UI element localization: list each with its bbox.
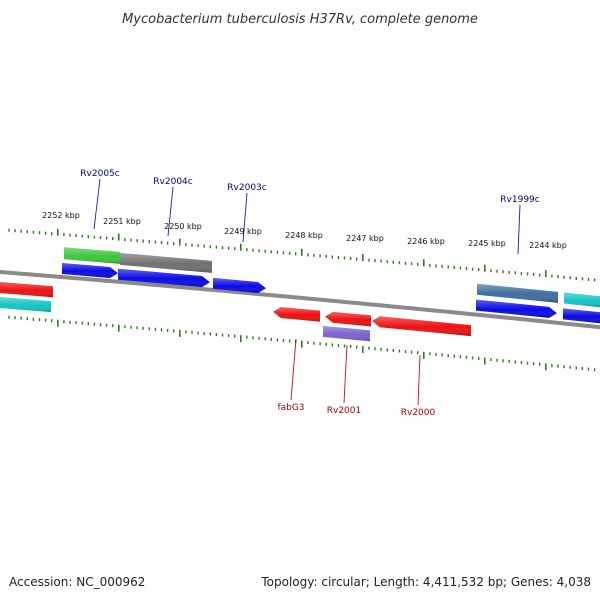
leader-rv2005c bbox=[93, 178, 101, 230]
cds-red-left-shade bbox=[0, 282, 53, 298]
map-title: Mycobacterium tuberculosis H37Rv, comple… bbox=[122, 12, 478, 27]
cds-rv2005c bbox=[62, 263, 118, 278]
cds-rv2000 bbox=[372, 316, 471, 337]
tick-labels: 2252 kbp 2251 kbp 2250 kbp 2249 kbp 2248… bbox=[42, 211, 567, 250]
cds-rv2000-shade bbox=[372, 316, 471, 337]
cds-rv2004c bbox=[118, 268, 210, 287]
tick-label-2248: 2248 kbp bbox=[285, 231, 323, 240]
cds-fabg3 bbox=[273, 307, 320, 322]
cds-rv1999c-shade bbox=[476, 299, 557, 318]
accession-text: Accession: NC_000962 bbox=[9, 575, 145, 589]
feature-track bbox=[0, 247, 600, 342]
gene-rv2005c-shade bbox=[64, 247, 120, 264]
gene-rv1999c bbox=[477, 283, 558, 303]
tick-label-2244: 2244 kbp bbox=[529, 241, 567, 250]
gene-rv2001-purple-shade bbox=[323, 325, 370, 342]
gene-rv2001-purple bbox=[323, 325, 370, 342]
gene-label-rv2001[interactable]: Rv2001 bbox=[327, 406, 361, 416]
outer-tick-ring bbox=[8, 228, 596, 282]
leader-rv2000 bbox=[417, 354, 421, 406]
label-leaders bbox=[93, 178, 521, 406]
cds-rv1999c bbox=[476, 299, 557, 318]
gene-cyan-right bbox=[564, 292, 600, 308]
tick-label-2251: 2251 kbp bbox=[103, 217, 141, 226]
gene-rv2004c bbox=[120, 252, 212, 273]
inner-tick-ring bbox=[8, 315, 596, 372]
cds-rv2003c bbox=[213, 277, 266, 293]
leader-rv1999c bbox=[517, 204, 521, 255]
cds-red-left bbox=[0, 282, 53, 298]
gene-label-rv2004c[interactable]: Rv2004c bbox=[153, 177, 192, 187]
tick-label-2247: 2247 kbp bbox=[346, 234, 384, 243]
leader-fabg3 bbox=[290, 338, 297, 401]
gene-label-rv1999c[interactable]: Rv1999c bbox=[500, 195, 539, 205]
gene-labels-forward: Rv2005c Rv2004c Rv2003c Rv1999c bbox=[80, 169, 539, 205]
tick-label-2245: 2245 kbp bbox=[468, 239, 506, 248]
gene-cyan-left bbox=[0, 297, 51, 313]
gene-cyan-right-shade bbox=[564, 292, 600, 308]
cds-rv2005c-shade bbox=[62, 263, 118, 278]
gene-rv2005c bbox=[64, 247, 120, 264]
gene-rv2004c-shade bbox=[120, 252, 212, 273]
leader-rv2001 bbox=[343, 344, 348, 404]
gene-label-rv2000[interactable]: Rv2000 bbox=[401, 408, 436, 418]
gene-cyan-left-shade bbox=[0, 297, 51, 313]
cds-rv2001 bbox=[325, 311, 371, 327]
leader-rv2004c bbox=[167, 186, 174, 237]
cds-blue-right-shade bbox=[563, 308, 600, 324]
gene-label-rv2005c[interactable]: Rv2005c bbox=[80, 169, 119, 179]
cds-blue-right bbox=[563, 308, 600, 324]
tick-label-2250: 2250 kbp bbox=[164, 222, 202, 231]
tick-label-2249: 2249 kbp bbox=[224, 227, 262, 236]
genome-summary-text: Topology: circular; Length: 4,411,532 bp… bbox=[260, 575, 591, 589]
gene-rv1999c-shade bbox=[477, 283, 558, 303]
cds-rv2004c-shade bbox=[118, 268, 210, 287]
genome-backbone bbox=[0, 269, 600, 330]
cds-fabg3-shade bbox=[273, 307, 320, 322]
gene-labels-reverse: fabG3 Rv2001 Rv2000 bbox=[277, 403, 435, 418]
tick-label-2252: 2252 kbp bbox=[42, 211, 80, 220]
cds-rv2003c-shade bbox=[213, 277, 266, 293]
gene-label-fabg3[interactable]: fabG3 bbox=[277, 403, 304, 413]
gene-label-rv2003c[interactable]: Rv2003c bbox=[227, 183, 266, 193]
cds-rv2001-shade bbox=[325, 311, 371, 327]
tick-label-2246: 2246 kbp bbox=[407, 237, 445, 246]
leader-rv2003c bbox=[242, 192, 248, 243]
